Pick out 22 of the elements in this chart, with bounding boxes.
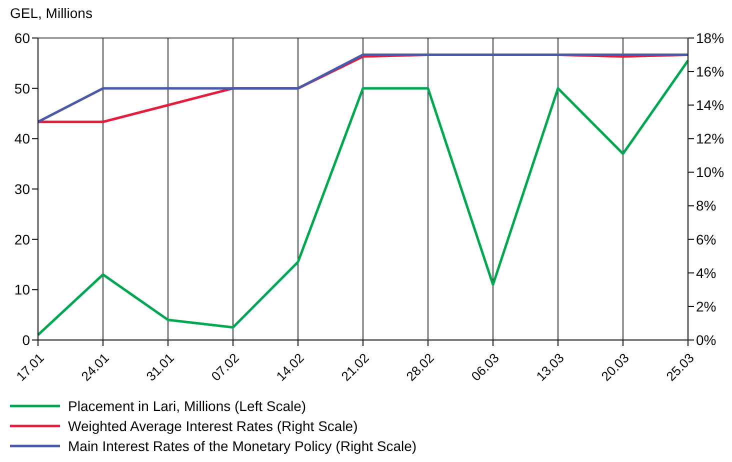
y-tick-label: 50 (14, 80, 30, 96)
y-tick-label: 40 (14, 130, 30, 147)
y-tick-label: 20 (14, 231, 30, 248)
y2-tick-label: 14% (696, 97, 724, 114)
y-tick-label: 60 (14, 30, 30, 46)
y2-tick-label: 6% (696, 231, 716, 248)
y2-tick-label: 4% (696, 264, 716, 281)
legend-label: Weighted Average Interest Rates (Right Scale) (68, 417, 358, 436)
line-series (36, 59, 690, 336)
legend-label: Placement in Lari, Millions (Left Scale) (68, 397, 306, 416)
y2-tick-label: 10% (696, 164, 724, 180)
y-tick-label: 0 (22, 332, 30, 348)
y2-tick-label: 16% (696, 64, 724, 80)
y-tick-label: 10 (14, 282, 30, 298)
y2-tick-label: 0% (696, 332, 716, 348)
y2-tick-label: 8% (696, 198, 716, 214)
y-tick-label: 30 (14, 180, 30, 197)
y2-tick-label: 2% (696, 298, 716, 314)
legend-label: Main Interest Rates of the Monetary Policy (Right Scale) (68, 437, 417, 456)
y2-tick-label: 18% (696, 30, 724, 46)
y-axis-title: GEL, Millions (10, 5, 92, 21)
y2-tick-label: 12% (696, 130, 724, 147)
